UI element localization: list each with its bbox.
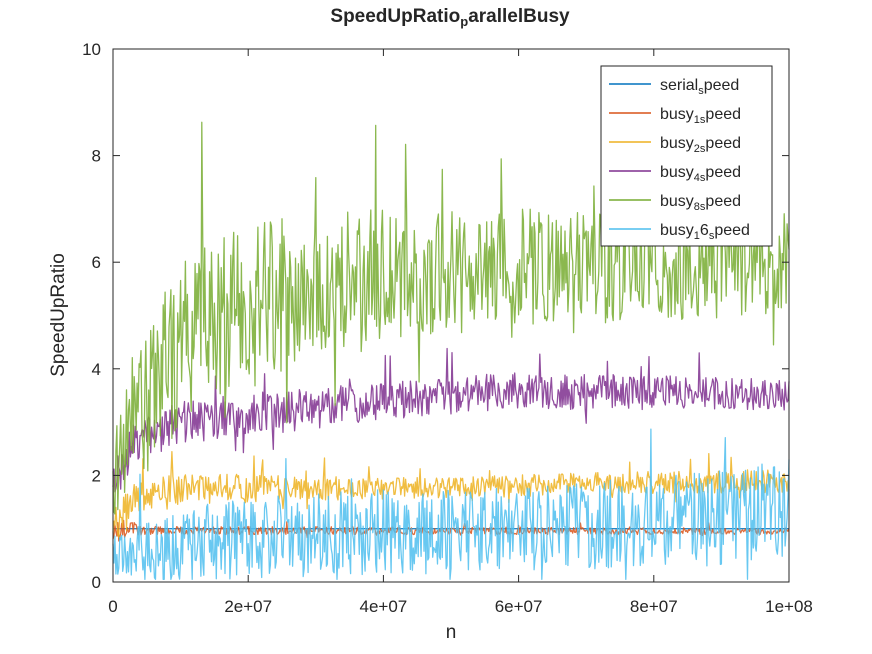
legend: serialspeed busy1speed busy2speed busy4spee…: [600, 65, 773, 247]
series-layer: [112, 121, 790, 580]
x-tick-label: 1e+08: [765, 597, 813, 616]
legend-label: busy2speed: [660, 135, 741, 155]
legend-label: busy4speed: [660, 164, 741, 184]
legend-entries: serialspeed busy1speed busy2speed busy4spee…: [609, 77, 750, 242]
x-tick-label: 6e+07: [495, 597, 543, 616]
x-tick-label: 4e+07: [360, 597, 408, 616]
chart-title-rest: arallelBusy: [468, 6, 570, 27]
y-tick-label: 2: [92, 466, 101, 485]
legend-entry-busy8: busy8speed: [609, 193, 741, 213]
legend-entry-busy2: busy2speed: [609, 135, 741, 155]
legend-entry-busy1: busy1speed: [609, 106, 741, 126]
y-tick-label: 4: [92, 360, 101, 379]
legend-label: busy16speed: [660, 222, 750, 242]
legend-entry-busy4: busy4speed: [609, 164, 741, 184]
y-tick-label: 8: [92, 147, 101, 166]
chart-title-sub: p: [460, 14, 468, 29]
plot-frame: [112, 48, 790, 583]
y-axis-title: SpeedUpRatio: [48, 253, 69, 377]
series-line-busy4: [112, 347, 790, 493]
series-line-busy8: [112, 121, 790, 515]
ticks-layer: 0 2e+07 4e+07 6e+07 8e+07 1e+08 0 2 4 6 8 10: [82, 40, 813, 616]
legend-entry-serial: serialspeed: [609, 77, 739, 97]
legend-label: serialspeed: [660, 77, 739, 97]
chart-title-main: SpeedUpRatio: [330, 6, 460, 27]
legend-label: busy8speed: [660, 193, 741, 213]
legend-box: [600, 65, 773, 247]
legend-label: busy1speed: [660, 106, 741, 126]
x-tick-label: 2e+07: [224, 597, 272, 616]
y-tick-label: 10: [82, 40, 101, 59]
chart-title: SpeedUpRatioparallelBusy: [330, 6, 570, 29]
legend-entry-busy16: busy16speed: [609, 222, 750, 242]
y-tick-label: 6: [92, 253, 101, 272]
series-line-busy16: [112, 428, 790, 580]
y-tick-label: 0: [92, 573, 101, 592]
x-tick-label: 0: [108, 597, 117, 616]
x-tick-label: 8e+07: [630, 597, 678, 616]
x-axis-title: n: [446, 622, 457, 643]
